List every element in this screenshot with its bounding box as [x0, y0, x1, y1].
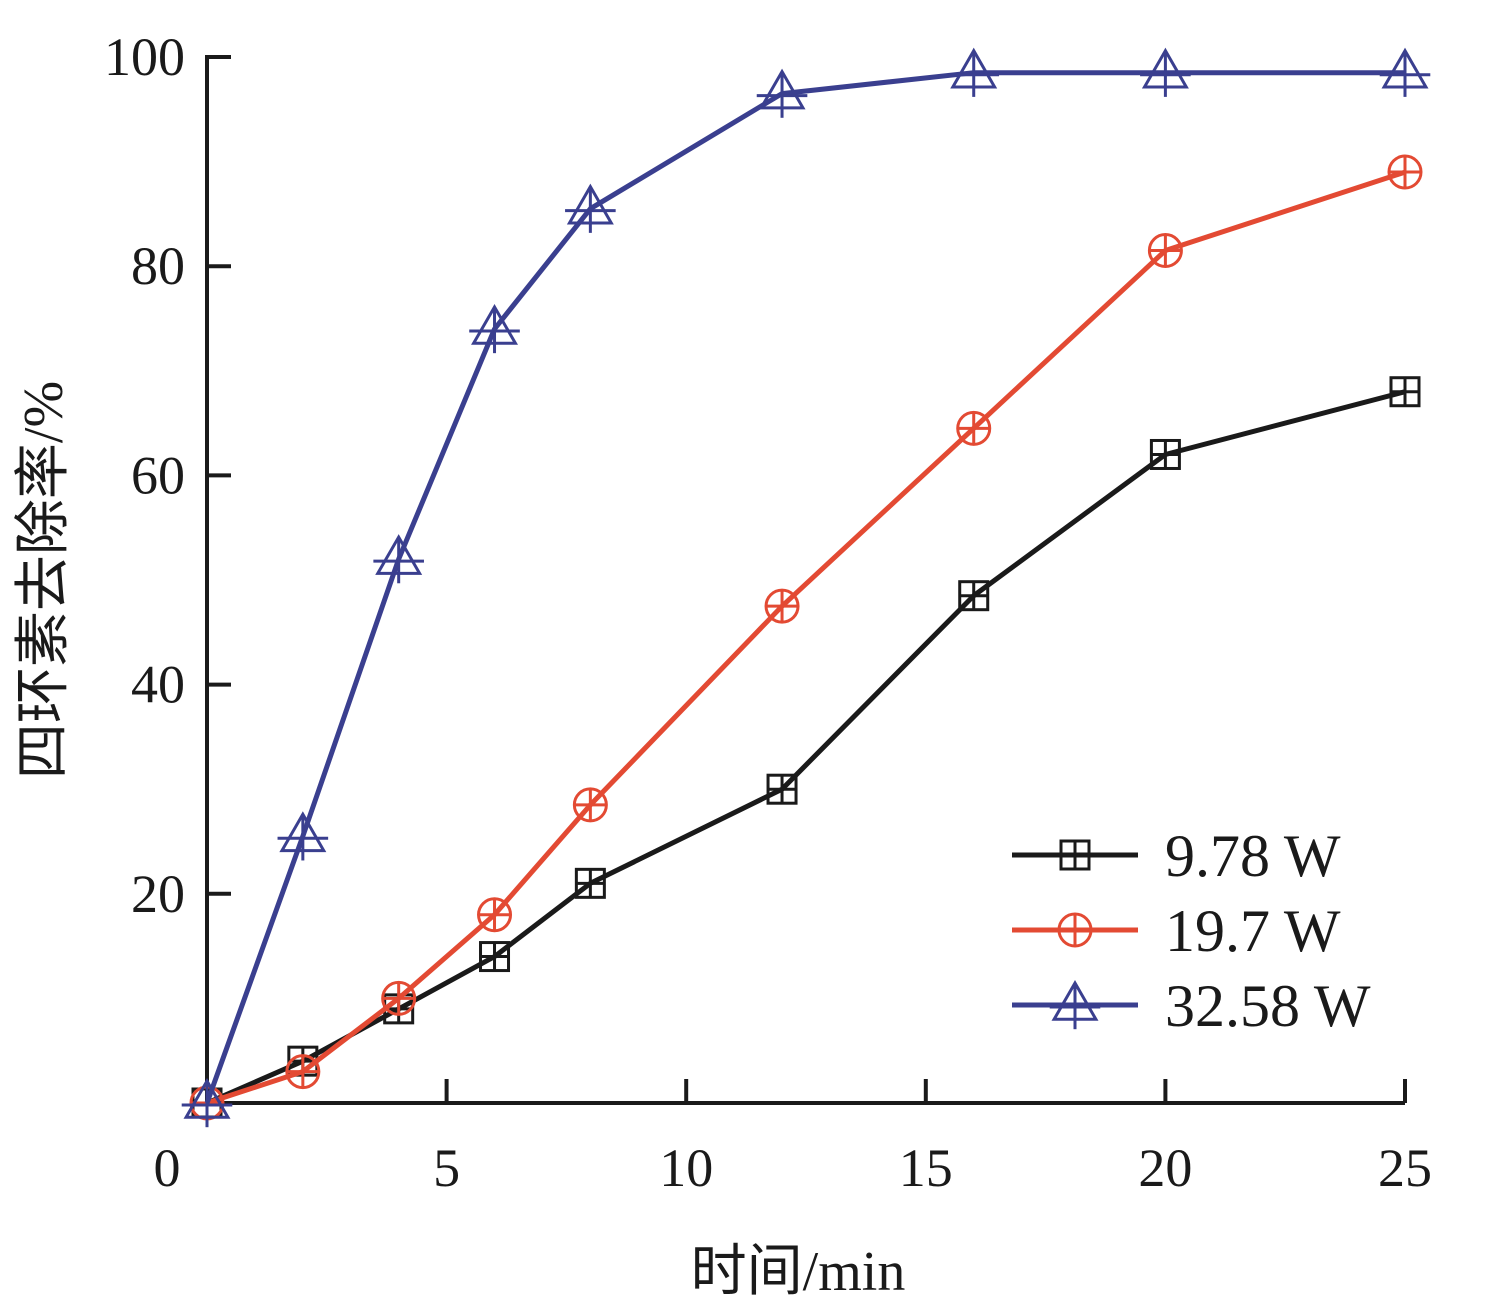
- data-point: [756, 68, 808, 118]
- y-tick-label: 60: [131, 445, 185, 505]
- series-2: [189, 154, 1423, 1121]
- legend-label: 9.78 W: [1165, 823, 1341, 889]
- y-tick-label: 100: [104, 27, 185, 87]
- axes: 0 5 10 15 20 25 20 40 60 80 100: [104, 27, 1432, 1198]
- data-point: [381, 980, 417, 1016]
- y-tick-label: 20: [131, 864, 185, 924]
- data-point: [277, 811, 329, 861]
- legend-item: 19.7 W: [1012, 898, 1341, 964]
- data-point: [956, 410, 992, 446]
- x-tick-label: 20: [1138, 1138, 1192, 1198]
- legend-label: 32.58 W: [1165, 973, 1371, 1039]
- data-point: [285, 1054, 321, 1090]
- y-tick-label: 40: [131, 655, 185, 715]
- legend-item: 9.78 W: [1012, 823, 1341, 889]
- series-3: [181, 47, 1431, 1128]
- data-point: [1147, 233, 1183, 269]
- data-point: [766, 773, 798, 805]
- legend-marker: [1049, 979, 1101, 1030]
- legend-item: 32.58 W: [1012, 973, 1371, 1039]
- data-point: [764, 588, 800, 624]
- x-axis-title: 时间/min: [691, 1241, 906, 1299]
- legend-marker: [1059, 839, 1091, 871]
- legend-label: 19.7 W: [1165, 898, 1341, 964]
- x-tick-label: 0: [154, 1138, 181, 1198]
- data-point: [574, 867, 606, 899]
- data-point: [1389, 376, 1421, 408]
- data-point: [572, 787, 608, 823]
- data-point: [1387, 154, 1423, 190]
- legend: 9.78 W 19.7 W 32.58 W: [1012, 823, 1371, 1039]
- data-point: [1140, 47, 1191, 97]
- data-point: [469, 303, 520, 354]
- data-point: [948, 47, 1000, 97]
- data-point: [565, 183, 616, 233]
- data-point: [181, 1077, 233, 1128]
- data-point: [477, 897, 513, 933]
- x-tick-label: 15: [899, 1138, 953, 1198]
- x-tick-label: 25: [1378, 1138, 1432, 1198]
- x-tick-label: 10: [659, 1138, 713, 1198]
- data-point: [958, 580, 990, 612]
- series-layer: [181, 47, 1431, 1128]
- data-point: [1149, 438, 1181, 470]
- data-point: [479, 941, 511, 973]
- y-tick-label: 80: [131, 236, 185, 296]
- y-axis-title: 四环素去除率/%: [13, 381, 75, 779]
- x-tick-label: 5: [433, 1138, 460, 1198]
- legend-marker: [1057, 912, 1093, 948]
- data-point: [373, 534, 424, 584]
- data-point: [1379, 47, 1431, 97]
